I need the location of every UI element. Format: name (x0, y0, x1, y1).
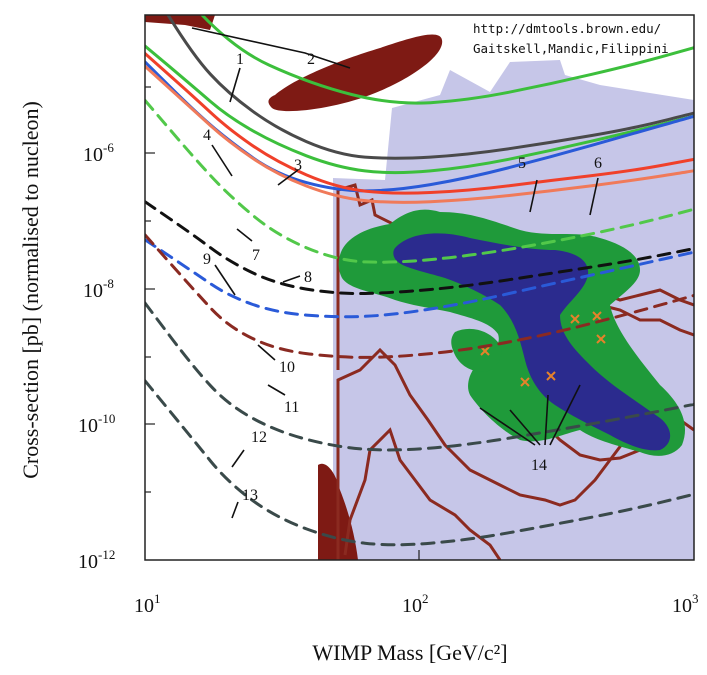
curve-label-6: 6 (594, 155, 602, 172)
maroon-contour-b (343, 427, 502, 560)
curve-labels: 1 2 3 4 5 6 7 8 9 10 11 12 13 14 (203, 51, 602, 504)
series-line-d13 (145, 379, 694, 547)
green-region-14-lobe (451, 328, 502, 372)
series-line-g8 (145, 98, 694, 264)
x-tick-1000: 103 (672, 591, 699, 617)
series-line-d12 (145, 301, 694, 452)
series-line-m11 (145, 233, 694, 359)
y-tick-1e-12: 10-12 (78, 547, 115, 573)
point-markers (480, 311, 606, 387)
navy-region-14 (393, 233, 671, 451)
curve-label-1: 1 (236, 51, 244, 68)
curve-label-10: 10 (279, 359, 295, 376)
axis-ticks (145, 86, 420, 560)
series-layer (145, 15, 694, 547)
source-annotation-line-1: http://dmtools.brown.edu/ (473, 21, 661, 36)
curve-label-9: 9 (203, 251, 211, 268)
series-line-g4 (145, 44, 694, 175)
dama-strip-top (145, 15, 215, 30)
curve-label-7: 7 (252, 247, 260, 264)
y-tick-1e-10: 10-10 (78, 411, 115, 437)
curve-label-14: 14 (531, 457, 547, 474)
series-line-k3 (166, 15, 694, 160)
x-axis-label: WIMP Mass [GeV/c²] (312, 640, 507, 665)
curve-label-2: 2 (307, 51, 315, 68)
dama-region-2 (268, 34, 443, 112)
y-tick-1e-6: 10-6 (83, 140, 114, 166)
y-axis-label: Cross-section [pb] (normalised to nucleo… (18, 101, 43, 479)
x-tick-100: 102 (402, 591, 429, 617)
plot-area (145, 15, 694, 560)
curve-label-12: 12 (251, 429, 267, 446)
leader-lines (191, 27, 599, 519)
series-line-k9 (145, 200, 694, 296)
curve-label-3: 3 (294, 157, 302, 174)
curve-label-11: 11 (284, 399, 299, 416)
curve-label-4: 4 (203, 127, 211, 144)
series-line-r6 (145, 64, 694, 204)
curve-label-13: 13 (242, 487, 258, 504)
x-tick-10: 101 (134, 591, 161, 617)
source-annotation-line-2: Gaitskell,Mandic,Filippini (473, 41, 669, 56)
curve-label-8: 8 (304, 269, 312, 286)
series-line-g1 (199, 15, 694, 105)
curve-label-5: 5 (518, 155, 526, 172)
series-line-b10 (145, 238, 694, 319)
y-tick-1e-8: 10-8 (83, 276, 114, 302)
series-line-r5 (145, 52, 694, 195)
